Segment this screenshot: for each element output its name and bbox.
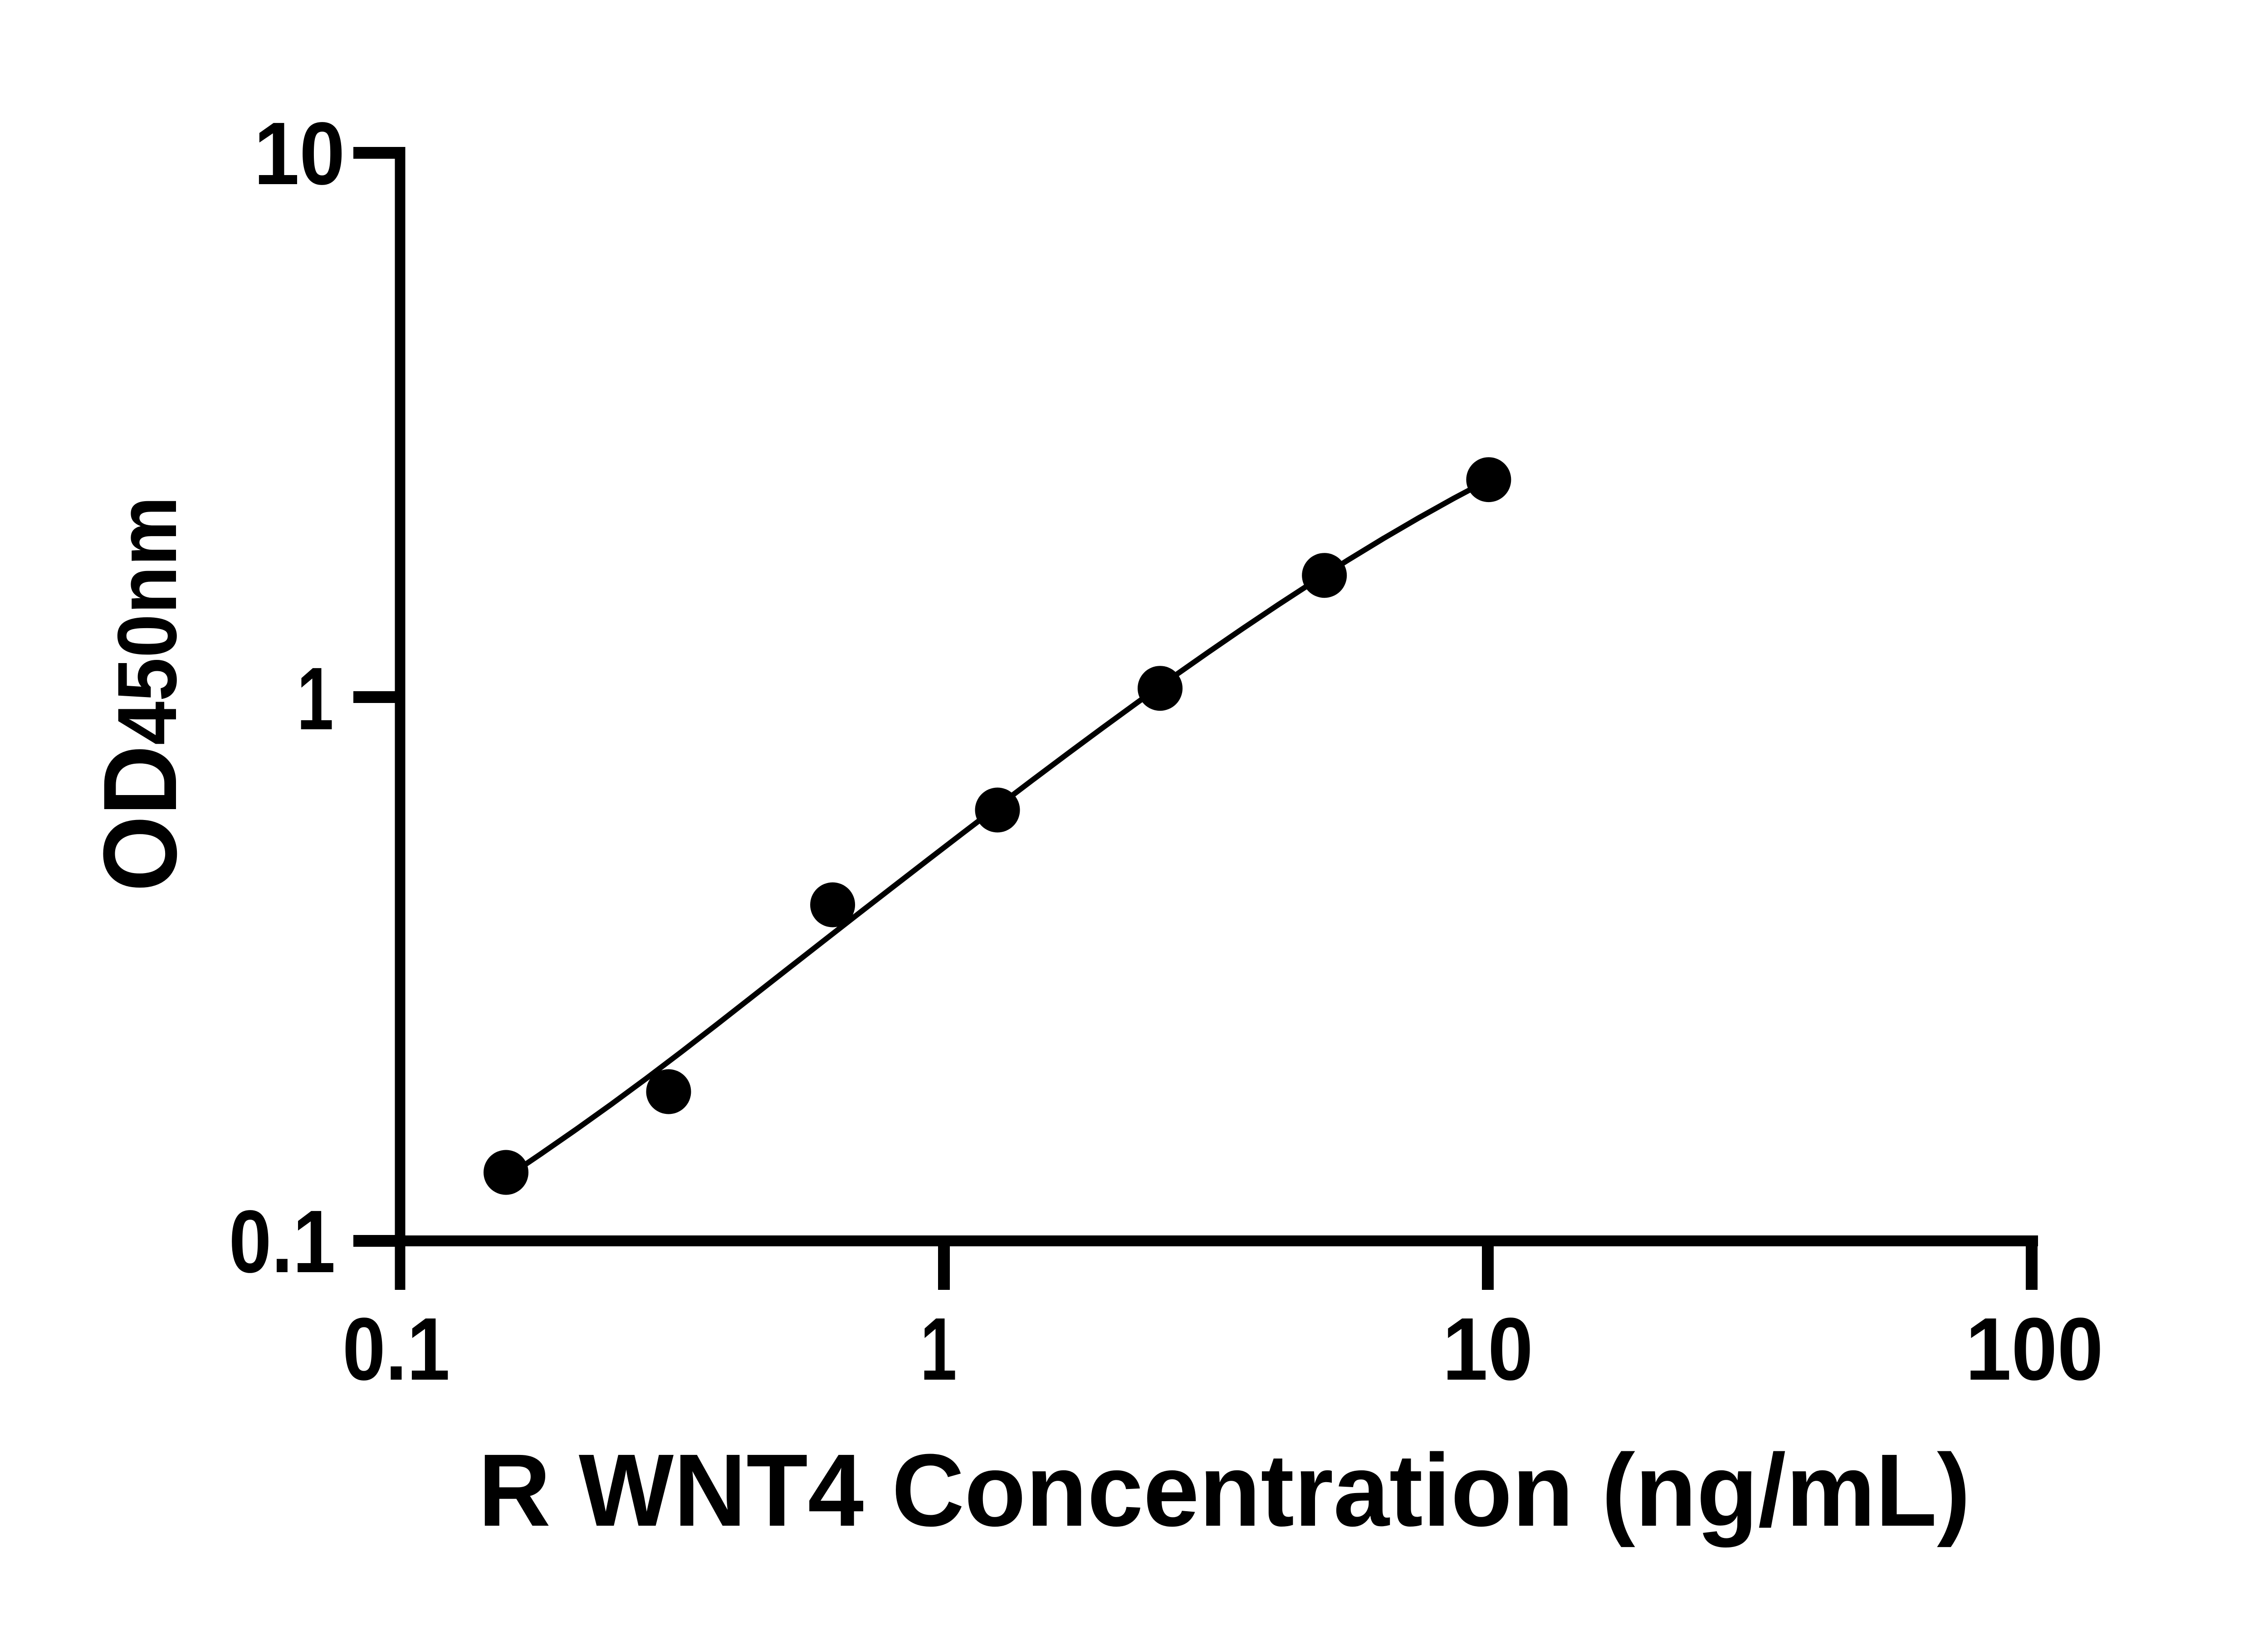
svg-text:1: 1	[920, 1299, 957, 1399]
svg-text:1: 1	[297, 649, 334, 748]
svg-text:10: 10	[254, 104, 345, 203]
svg-text:OD450nm: OD450nm	[82, 496, 198, 892]
svg-text:0.1: 0.1	[229, 1192, 336, 1291]
svg-text:100: 100	[1965, 1299, 2103, 1399]
svg-text:R WNT4 Concentration (ng/mL): R WNT4 Concentration (ng/mL)	[478, 1433, 1970, 1548]
svg-text:0.1: 0.1	[342, 1299, 450, 1399]
svg-text:10: 10	[1442, 1299, 1533, 1399]
